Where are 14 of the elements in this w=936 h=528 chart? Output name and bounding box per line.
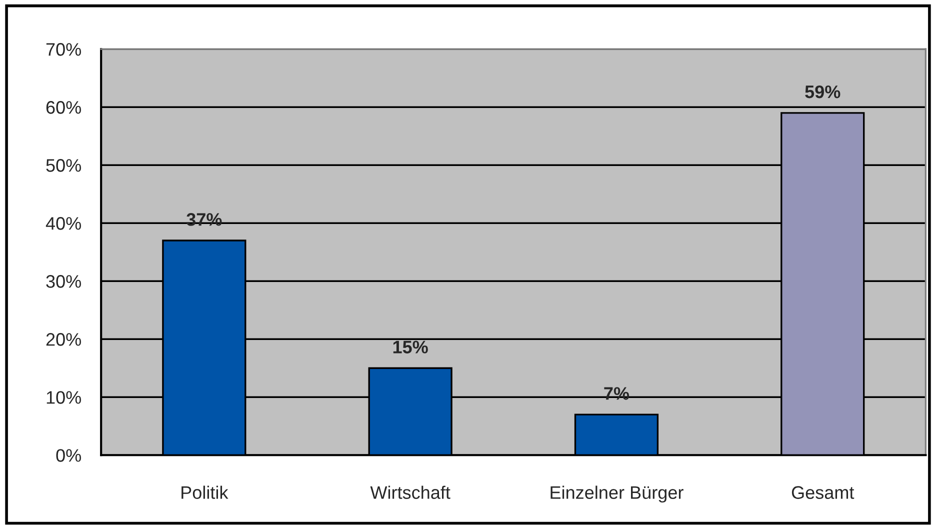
x-tick-label: Wirtschaft <box>370 486 450 499</box>
data-label: 15% <box>393 340 428 354</box>
y-tick-label: 0% <box>56 449 81 462</box>
x-tick-label: Politik <box>182 486 228 499</box>
y-tick-label: 30% <box>46 275 81 288</box>
y-tick-label: 50% <box>46 159 81 172</box>
x-tick-label: Gesamt <box>792 486 854 499</box>
y-tick-label: 60% <box>46 101 81 114</box>
y-tick-label: 20% <box>46 333 81 346</box>
y-tick-label: 70% <box>46 43 81 56</box>
data-label: 59% <box>805 85 840 98</box>
y-tick-label: 40% <box>46 217 81 230</box>
y-tick-label: 10% <box>46 391 81 404</box>
x-tick-label: Einzelner Bürger <box>550 486 684 503</box>
